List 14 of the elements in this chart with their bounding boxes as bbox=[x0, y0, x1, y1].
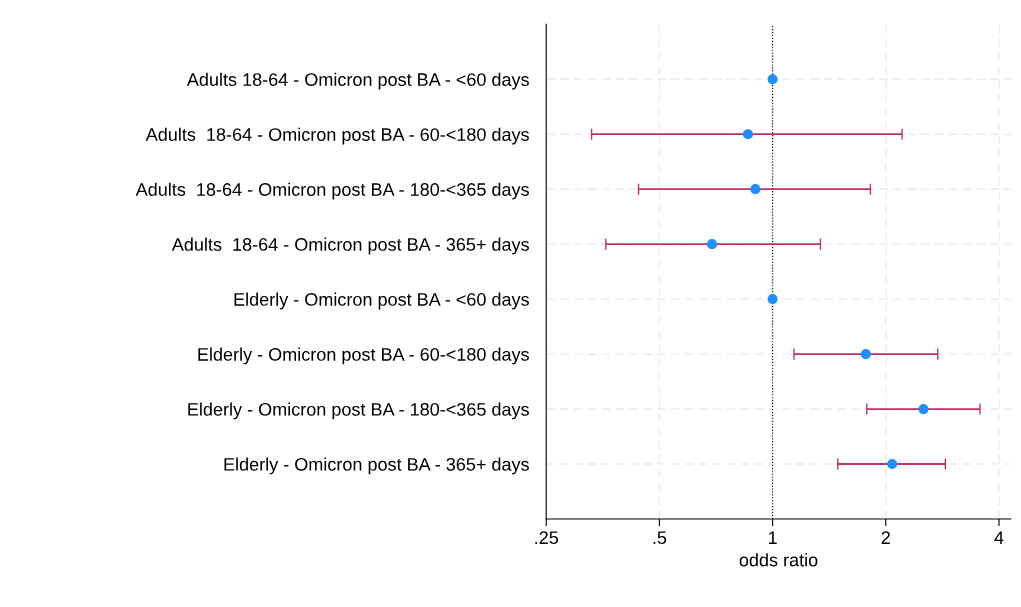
x-tick-label: 1 bbox=[768, 531, 777, 544]
x-tick-label: 2 bbox=[881, 531, 890, 544]
x-axis-title: odds ratio bbox=[739, 553, 818, 567]
x-tick-label: .25 bbox=[535, 531, 559, 545]
x-tick-label: .5 bbox=[653, 531, 667, 545]
y-tick-label: Adults 18-64 - Omicron post BA - <60 days bbox=[186, 72, 529, 90]
y-tick-label: Elderly - Omicron post BA - 365+ days bbox=[224, 457, 529, 475]
x-tick-label: 4 bbox=[994, 531, 1004, 544]
y-tick-label: Adults 18-64 - Omicron post BA - 180-<365 days bbox=[135, 182, 529, 200]
y-tick-label: Adults 18-64 - Omicron post BA - 365+ days bbox=[171, 237, 529, 255]
y-tick-label: Elderly - Omicron post BA - 180-<365 days bbox=[188, 402, 529, 420]
y-tick-label: Adults 18-64 - Omicron post BA - 60-<180 days bbox=[145, 127, 529, 145]
y-tick-label: Elderly - Omicron post BA - 60-<180 days bbox=[198, 347, 529, 365]
y-tick-label: Elderly - Omicron post BA - <60 days bbox=[234, 292, 529, 310]
